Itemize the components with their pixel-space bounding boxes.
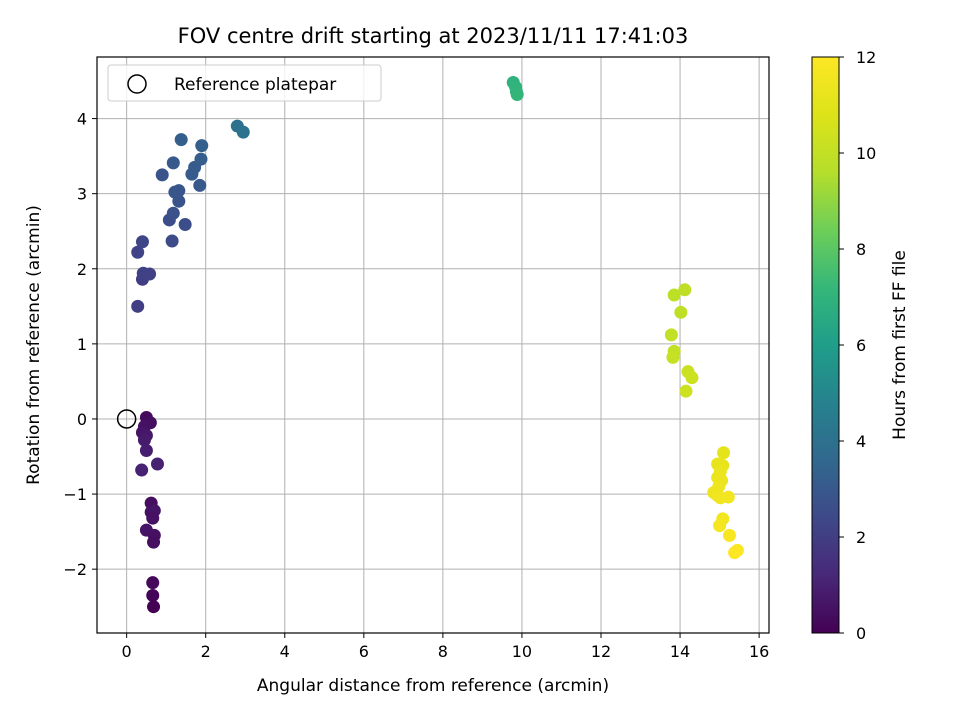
data-point	[722, 528, 736, 542]
colorbar-tick-label: 8	[856, 240, 866, 259]
colorbar: 0 2 4 6 8 10 12 Hours from first FF file	[811, 48, 910, 643]
data-point	[137, 433, 151, 447]
data-point	[666, 350, 680, 364]
y-tick-label: −1	[63, 485, 87, 504]
x-axis-label: Angular distance from reference (arcmin)	[257, 676, 609, 696]
x-axis-ticks: 0 2 4 6 8 10 12 14 16	[122, 633, 769, 661]
data-point	[721, 490, 735, 504]
data-point	[166, 156, 180, 170]
data-point	[717, 446, 731, 460]
data-point	[155, 168, 169, 182]
data-point	[172, 184, 186, 198]
legend: Reference platepar	[107, 64, 382, 102]
colorbar-gradient	[811, 56, 840, 634]
x-tick-label: 12	[591, 642, 611, 661]
reference-marker-group	[116, 409, 137, 429]
x-tick-label: 0	[122, 642, 132, 661]
colorbar-tick-label: 6	[856, 336, 866, 355]
data-point	[139, 444, 153, 458]
data-point	[146, 576, 160, 590]
y-axis-label: Rotation from reference (arcmin)	[24, 205, 44, 485]
data-point	[146, 511, 160, 525]
data-point	[674, 305, 688, 319]
colorbar-tick-label: 4	[856, 432, 866, 451]
data-point	[236, 125, 250, 139]
x-tick-label: 8	[438, 642, 448, 661]
data-point	[135, 235, 149, 249]
x-tick-label: 16	[749, 642, 769, 661]
data-points	[131, 76, 744, 614]
data-point	[679, 384, 693, 398]
colorbar-ticks: 0 2 4 6 8 10 12	[839, 48, 876, 643]
data-point	[510, 88, 524, 102]
y-axis-ticks: −2 −1 0 1 2 3 4	[63, 110, 97, 579]
data-point	[146, 588, 160, 602]
x-tick-label: 6	[359, 642, 369, 661]
y-tick-label: 1	[77, 335, 87, 354]
x-tick-label: 14	[670, 642, 690, 661]
data-point	[166, 206, 180, 220]
y-tick-label: 0	[77, 410, 87, 429]
x-tick-label: 10	[512, 642, 532, 661]
x-tick-label: 2	[201, 642, 211, 661]
data-point	[685, 371, 699, 385]
data-point	[195, 139, 209, 153]
colorbar-label: Hours from first FF file	[890, 250, 910, 440]
legend-box	[107, 64, 382, 102]
data-point	[131, 299, 145, 313]
data-point	[178, 217, 192, 231]
data-point	[194, 152, 208, 166]
y-tick-label: 2	[77, 260, 87, 279]
chart-title: FOV centre drift starting at 2023/11/11 …	[178, 24, 689, 48]
data-point	[165, 234, 179, 248]
grid-lines	[97, 57, 769, 633]
legend-reference-marker-icon	[127, 74, 147, 94]
data-point	[147, 600, 161, 614]
data-point	[193, 178, 207, 192]
data-point	[678, 283, 692, 297]
data-point	[135, 463, 149, 477]
data-point	[174, 133, 188, 147]
x-tick-label: 4	[280, 642, 290, 661]
y-tick-label: 4	[77, 110, 87, 129]
legend-entry-reference: Reference platepar	[174, 75, 336, 95]
colorbar-tick-label: 10	[856, 144, 876, 163]
reference-platepar-marker	[116, 409, 137, 429]
y-tick-label: 3	[77, 185, 87, 204]
data-point	[150, 457, 164, 471]
data-point	[728, 546, 742, 560]
data-point	[131, 245, 145, 259]
colorbar-tick-label: 12	[856, 48, 876, 67]
colorbar-tick-label: 2	[856, 528, 866, 547]
data-point	[147, 535, 161, 549]
data-point	[667, 288, 681, 302]
colorbar-tick-label: 0	[856, 624, 866, 643]
data-point	[713, 519, 727, 533]
y-tick-label: −2	[63, 560, 87, 579]
data-point	[664, 328, 678, 342]
axes-frame	[96, 56, 770, 634]
plot-frame	[96, 56, 770, 634]
data-point	[143, 267, 157, 281]
